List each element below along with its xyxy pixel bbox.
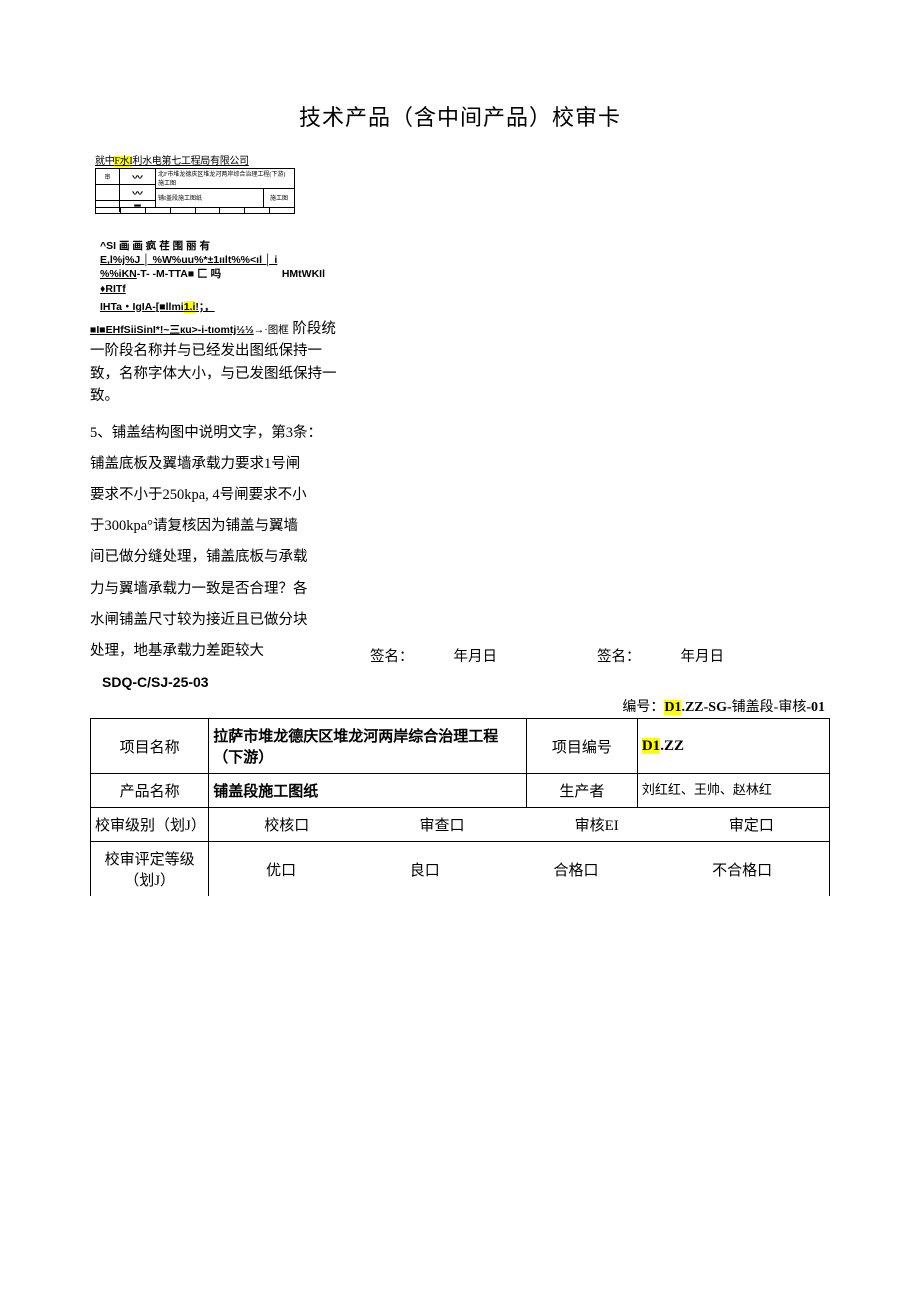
signature-label: 签名： bbox=[370, 645, 414, 666]
body-lead-garbled: ■I■EHfSiiSinI*!~三кu>-i-tıomtj½½ bbox=[90, 324, 254, 336]
option-shending[interactable]: 审定口 bbox=[729, 814, 774, 835]
option-hege[interactable]: 合格口 bbox=[553, 859, 598, 880]
garbled-line: ♦RITf bbox=[100, 282, 325, 296]
cell-producer-value: 刘红红、王帅、赵林红 bbox=[637, 774, 829, 808]
paragraph-list: 5、铺盖结构图中说明文字，第3条： 铺盖底板及翼墙承载力要求1号闸 要求不小于2… bbox=[90, 418, 340, 667]
body-paragraph: ■I■EHfSiiSinI*!~三кu>-i-tıomtj½½→·图框 阶段统一… bbox=[90, 318, 340, 408]
option-liang[interactable]: 良口 bbox=[410, 859, 440, 880]
cell-grade-label: 校审评定等级（划J） bbox=[91, 842, 209, 897]
list-line: 铺盖底板及翼墙承载力要求1号闸 bbox=[90, 449, 340, 480]
table-row: 校审评定等级（划J） 优口 良口 合格口 不合格口 bbox=[91, 842, 830, 897]
main-table: 项目名称 拉萨市堆龙德庆区堆龙河两岸综合治理工程（下游） 项目编号 D1.ZZ … bbox=[90, 718, 830, 896]
stamp-block: 就中F水I利水电第七工程局有限公司 审〰 〰 ━ 北F市堆龙德庆区堆龙河两岸综合… bbox=[95, 152, 830, 214]
stamp-right-top: 北F市堆龙德庆区堆龙河两岸综合治理工程(下游) 施工图 bbox=[156, 169, 294, 189]
option-jiaohe[interactable]: 校核口 bbox=[264, 814, 309, 835]
list-line: 间已做分缝处理，铺盖底板与承载 bbox=[90, 542, 340, 573]
garbled-line: ^SI 画 画 疯 荏 围 丽 有 bbox=[100, 239, 325, 253]
option-buhege[interactable]: 不合格口 bbox=[712, 859, 772, 880]
stamp-cell bbox=[96, 185, 120, 200]
cell-project-code-label: 项目编号 bbox=[527, 719, 638, 774]
option-shencha[interactable]: 审查口 bbox=[419, 814, 464, 835]
stamp-right-bot-left: 铺I盖段施工图纸 bbox=[156, 189, 264, 208]
garbled-line: E,l%j%J │ %W%uu%*±1ıılt%%<ıl │ i bbox=[100, 253, 325, 267]
garbled-line: %%iKN-T- -M-TTA■ 匚 吗 HMtWKIl bbox=[100, 267, 325, 281]
cell-project-code-value: D1.ZZ bbox=[637, 719, 829, 774]
cell-product-name-value: 铺盖段施工图纸 bbox=[209, 774, 527, 808]
stamp-cell: 审 bbox=[96, 169, 120, 184]
garbled-ocr-block: ^SI 画 画 疯 荏 围 丽 有 E,l%j%J │ %W%uu%*±1ııl… bbox=[100, 239, 325, 314]
signature-date: 年月日 bbox=[681, 645, 725, 666]
signature-date: 年月日 bbox=[454, 645, 498, 666]
table-row: 项目名称 拉萨市堆龙德庆区堆龙河两岸综合治理工程（下游） 项目编号 D1.ZZ bbox=[91, 719, 830, 774]
list-line: 要求不小于250kpa, 4号闸要求不小 bbox=[90, 480, 340, 511]
list-line: 5、铺盖结构图中说明文字，第3条： bbox=[90, 418, 340, 449]
cell-product-name-label: 产品名称 bbox=[91, 774, 209, 808]
cell-project-name-value: 拉萨市堆龙德庆区堆龙河两岸综合治理工程（下游） bbox=[209, 719, 527, 774]
form-code: SDQ-C/SJ-25-03 bbox=[102, 674, 830, 690]
cell-review-level-label: 校审级别（划J） bbox=[91, 808, 209, 842]
stamp-header-text: 就中F水I利水电第七工程局有限公司 bbox=[95, 156, 249, 167]
serial-number: 编号：D1.ZZ-SG-铺盖段-审核-01 bbox=[90, 696, 825, 716]
page-title: 技术产品（含中间产品）校审卡 bbox=[90, 100, 830, 132]
table-row: 产品名称 铺盖段施工图纸 生产者 刘红红、王帅、赵林红 bbox=[91, 774, 830, 808]
list-line: 于300kpa°请复核因为铺盖与翼墙 bbox=[90, 511, 340, 542]
stamp-box: 审〰 〰 ━ 北F市堆龙德庆区堆龙河两岸综合治理工程(下游) 施工图 铺I盖段施… bbox=[95, 168, 295, 208]
option-you[interactable]: 优口 bbox=[266, 859, 296, 880]
signature-squiggle: 〰 bbox=[133, 185, 143, 200]
stamp-right-col: 北F市堆龙德庆区堆龙河两岸综合治理工程(下游) 施工图 铺I盖段施工图纸 施工图 bbox=[156, 169, 294, 207]
signature-label: 签名： bbox=[597, 645, 641, 666]
stamp-right-bot-right: 施工图 bbox=[264, 189, 294, 208]
garbled-line: IHTa・IgIA-[■llmi1.i!；， bbox=[100, 300, 325, 314]
list-line: 处理，地基承载力差距较大 bbox=[90, 636, 340, 667]
stamp-left-col: 审〰 〰 ━ bbox=[96, 169, 156, 207]
stamp-header: 就中F水I利水电第七工程局有限公司 bbox=[95, 152, 830, 167]
cell-grade-options: 优口 良口 合格口 不合格口 bbox=[209, 842, 830, 897]
list-line: 水闸铺盖尺寸较为接近且已做分块 bbox=[90, 605, 340, 636]
stamp-footer bbox=[95, 208, 295, 214]
signature-row: 签名： 年月日 签名： 年月日 bbox=[350, 645, 830, 666]
option-shenhe[interactable]: 审核EI bbox=[575, 814, 619, 835]
signature-group-1: 签名： 年月日 bbox=[370, 645, 497, 666]
cell-review-level-options: 校核口 审查口 审核EI 审定口 bbox=[209, 808, 830, 842]
cell-producer-label: 生产者 bbox=[527, 774, 638, 808]
list-line: 力与翼墙承载力一致是否合理？各 bbox=[90, 574, 340, 605]
table-row: 校审级别（划J） 校核口 审查口 审核EI 审定口 bbox=[91, 808, 830, 842]
signature-group-2: 签名： 年月日 bbox=[597, 645, 724, 666]
cell-project-name-label: 项目名称 bbox=[91, 719, 209, 774]
signature-squiggle: 〰 bbox=[133, 169, 143, 184]
